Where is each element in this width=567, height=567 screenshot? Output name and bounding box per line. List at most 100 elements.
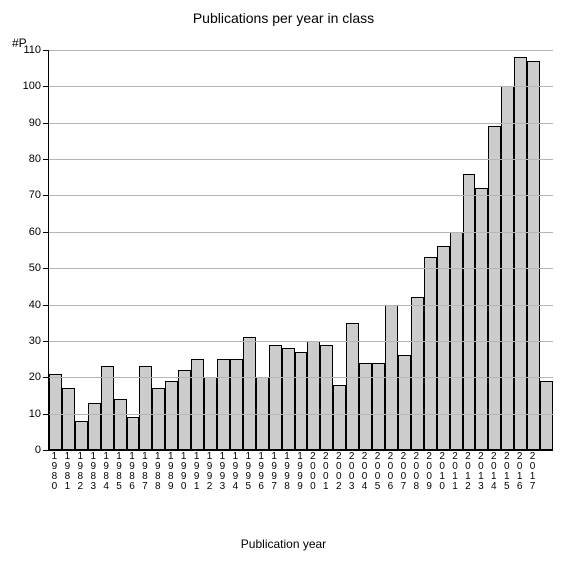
x-labels: 1980198119821983198419851986198719881989… [48,452,552,492]
x-tick-label: 1989 [164,452,177,492]
x-tick-label: 1980 [48,452,61,492]
bar [295,352,308,450]
x-tick-label: 2012 [462,452,475,492]
grid-line [49,50,553,51]
y-tick [43,305,49,306]
bar [178,370,191,450]
x-tick-label: 2014 [487,452,500,492]
bar [191,359,204,450]
y-tick-label: 110 [23,44,41,56]
x-tick-label: 1985 [113,452,126,492]
bar [243,337,256,450]
y-tick-label: 100 [23,80,41,92]
x-tick-label: 1997 [268,452,281,492]
x-tick-label: 1982 [74,452,87,492]
bar [217,359,230,450]
bar [527,61,540,450]
bar [307,341,320,450]
bar [127,417,140,450]
y-tick-label: 80 [29,153,41,165]
bar [282,348,295,450]
x-tick-label: 2006 [384,452,397,492]
x-tick-label [539,452,552,492]
x-axis-title: Publication year [0,537,567,551]
grid-line [49,159,553,160]
bar [372,363,385,450]
y-tick [43,450,49,451]
x-tick-label: 2003 [345,452,358,492]
bar [463,174,476,450]
plot-area: 0102030405060708090100110 [48,50,553,451]
x-tick-label: 1988 [151,452,164,492]
x-tick-label: 1996 [255,452,268,492]
bar [114,399,127,450]
y-tick [43,123,49,124]
bar [514,57,527,450]
x-tick-label: 1987 [138,452,151,492]
x-tick-label: 2005 [371,452,384,492]
y-tick [43,341,49,342]
x-tick-label: 1993 [216,452,229,492]
y-tick [43,50,49,51]
bar [88,403,101,450]
grid-line [49,414,553,415]
x-tick-label: 1984 [100,452,113,492]
x-tick-label: 1995 [242,452,255,492]
y-tick [43,377,49,378]
bar [75,421,88,450]
bar [165,381,178,450]
y-tick [43,195,49,196]
bar [411,297,424,450]
y-tick-label: 30 [29,335,41,347]
x-tick-label: 1999 [294,452,307,492]
x-tick-label: 2016 [513,452,526,492]
grid-line [49,305,553,306]
x-tick-label: 1991 [190,452,203,492]
y-tick-label: 20 [29,371,41,383]
y-tick [43,414,49,415]
x-tick-label: 2008 [410,452,423,492]
bar [62,388,75,450]
grid-line [49,377,553,378]
grid-line [49,195,553,196]
x-tick-label: 2000 [306,452,319,492]
x-tick-label: 1983 [87,452,100,492]
x-tick-label: 2001 [319,452,332,492]
y-tick-label: 90 [29,117,41,129]
x-tick-label: 2010 [436,452,449,492]
grid-line [49,123,553,124]
x-tick-label: 2009 [423,452,436,492]
y-tick [43,232,49,233]
bar [437,246,450,450]
bar [269,345,282,450]
bar [49,374,62,450]
y-tick-label: 10 [29,408,41,420]
x-tick-label: 2013 [474,452,487,492]
grid-line [49,232,553,233]
bar [488,126,501,450]
y-tick-label: 40 [29,299,41,311]
bar [101,366,114,450]
x-tick-label: 1981 [61,452,74,492]
bar [398,355,411,450]
publications-chart: Publications per year in class #P 010203… [0,0,567,567]
x-tick-label: 1998 [281,452,294,492]
bar [139,366,152,450]
y-tick [43,268,49,269]
grid-line [49,268,553,269]
x-tick-label: 1994 [229,452,242,492]
x-tick-label: 2007 [397,452,410,492]
x-tick-label: 2017 [526,452,539,492]
bar [359,363,372,450]
bar [230,359,243,450]
y-tick-label: 0 [35,444,41,456]
bar [475,188,488,450]
bars-container [49,50,553,450]
y-tick-label: 70 [29,189,41,201]
y-tick-label: 60 [29,226,41,238]
bar [320,345,333,450]
grid-line [49,341,553,342]
bar [540,381,553,450]
y-tick [43,86,49,87]
y-tick-label: 50 [29,262,41,274]
